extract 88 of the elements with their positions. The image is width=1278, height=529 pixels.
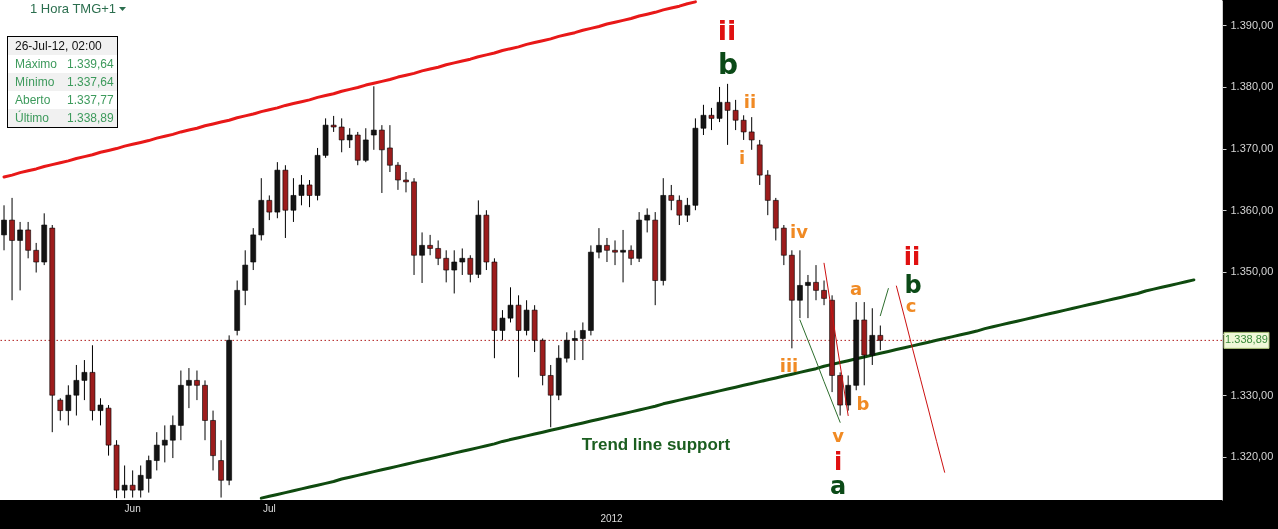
y-tick-label: 1.360,00 xyxy=(1230,203,1274,216)
candlestick xyxy=(338,117,345,153)
y-tick-label: 1.370,00 xyxy=(1230,142,1274,155)
candlestick xyxy=(443,249,449,283)
candlestick xyxy=(740,114,747,141)
candlestick xyxy=(563,331,570,364)
candlestick xyxy=(266,194,273,221)
candlestick xyxy=(25,221,31,259)
annotation: 26-Jul-12, 02:00 xyxy=(15,38,102,55)
annotation: i xyxy=(738,147,746,168)
annotation: Mínimo xyxy=(15,74,56,91)
chart-title: 1 Hora TMG+1 xyxy=(30,1,117,16)
candlestick xyxy=(371,85,377,151)
x-tick-label: Jul xyxy=(262,502,276,514)
candlestick xyxy=(572,329,578,361)
candlestick xyxy=(435,239,441,266)
annotation: a xyxy=(849,278,863,299)
y-tick-label: 1.390,00 xyxy=(1230,18,1274,31)
candlestick xyxy=(57,397,64,421)
candlestick xyxy=(137,464,144,499)
annotation: 1.339,64 xyxy=(67,56,114,73)
candlestick xyxy=(145,455,152,494)
y-tick-label: 1.350,00 xyxy=(1230,265,1274,278)
annotation: ii xyxy=(743,91,757,112)
line-series xyxy=(823,262,849,417)
candlestick xyxy=(1,204,7,251)
candlestick xyxy=(17,221,23,291)
x-axis-title: 2012 xyxy=(600,512,624,524)
candlestick xyxy=(451,249,458,294)
annotation: ii xyxy=(717,15,737,46)
candlestick xyxy=(33,242,39,273)
annotation: b xyxy=(717,48,739,81)
x-tick-label: Jun xyxy=(124,502,141,514)
y-tick-label: 1.330,00 xyxy=(1230,388,1274,401)
line-series xyxy=(799,319,841,423)
candlestick xyxy=(580,321,586,361)
candlestick xyxy=(379,124,385,194)
candlestick xyxy=(547,364,554,428)
candlestick xyxy=(153,431,160,471)
candlestick xyxy=(346,127,353,149)
annotation: 1.337,77 xyxy=(67,92,114,109)
line-series xyxy=(2,0,697,179)
candlestick xyxy=(676,194,683,226)
candlestick xyxy=(612,239,618,266)
candlestick xyxy=(363,127,369,163)
annotation: Trend line support xyxy=(581,435,731,454)
candlestick xyxy=(877,325,884,351)
annotation: ii xyxy=(903,243,921,271)
candlestick xyxy=(9,197,15,301)
annotation: iv xyxy=(790,221,809,242)
candlestick xyxy=(467,254,474,283)
candlestick xyxy=(194,370,200,401)
annotation: v xyxy=(832,425,845,446)
candlestick xyxy=(668,184,675,211)
candlestick xyxy=(459,247,466,276)
candlestick xyxy=(604,237,610,263)
annotation: b xyxy=(856,393,870,414)
y-tick-label: 1.320,00 xyxy=(1230,450,1274,463)
candlestick xyxy=(403,171,409,193)
candlestick xyxy=(186,367,192,409)
candlestick xyxy=(170,415,176,459)
candlestick xyxy=(620,229,626,283)
annotation: 1.337,64 xyxy=(67,74,114,91)
candlestick xyxy=(387,124,393,173)
candlestick xyxy=(65,384,72,426)
candlestick xyxy=(129,469,136,499)
y-tick-label: 1.380,00 xyxy=(1230,80,1274,93)
candlestick xyxy=(748,116,755,151)
candlestick xyxy=(419,231,425,284)
annotation: Aberto xyxy=(15,92,52,109)
candlestick xyxy=(162,424,168,463)
candlestick xyxy=(821,280,827,306)
annotation: iii xyxy=(779,355,799,376)
candlestick xyxy=(813,264,819,301)
candlestick xyxy=(797,249,803,319)
candlestick xyxy=(644,207,650,233)
candlestick xyxy=(869,307,876,366)
annotation: 1.338,89 xyxy=(67,110,114,127)
candlestick xyxy=(805,274,811,319)
candlestick xyxy=(218,439,224,499)
candlestick xyxy=(628,244,634,266)
candlestick xyxy=(395,161,401,191)
annotation: Último xyxy=(15,109,50,127)
ref-line-label: 1.338,89 xyxy=(1225,333,1268,346)
candlestick xyxy=(427,234,433,256)
candlestick xyxy=(845,374,851,412)
annotation: Máximo xyxy=(15,56,58,73)
candlestick xyxy=(596,227,602,259)
